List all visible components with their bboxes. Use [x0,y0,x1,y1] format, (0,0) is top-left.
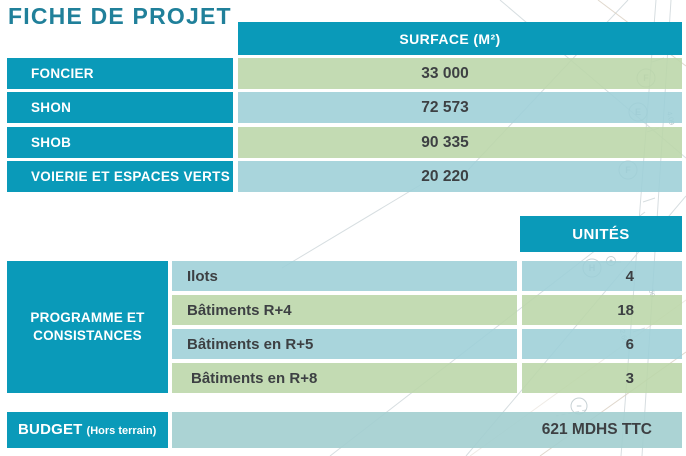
units-row-label-ilots: Ilots [172,261,517,291]
page-title: FICHE DE PROJET [8,3,232,29]
budget-row-value: 621 MDHS TTC [172,412,682,448]
units-row-label-batiments-r5: Bâtiments en R+5 [172,329,517,359]
units-row-value-batiments-r8: 3 [522,363,682,393]
units-column-header-label: UNITÉS [572,225,630,243]
surface-column-header: SURFACE (M²) [238,22,682,55]
units-row-value-batiments-r5: 6 [522,329,682,359]
surface-row-value-shon: 72 573 [238,92,682,123]
surface-row-label-shon: SHON [7,92,233,123]
programme-group-label: PROGRAMME ET CONSISTANCES [7,261,168,393]
budget-row-label: BUDGET (Hors terrain) [7,412,168,448]
units-row-label-batiments-r8: Bâtiments en R+8 [172,363,517,393]
surface-row-value-voierie: 20 220 [238,161,682,192]
units-row-label-batiments-r4: Bâtiments R+4 [172,295,517,325]
units-row-value-batiments-r4: 18 [522,295,682,325]
surface-row-label-foncier: FONCIER [7,58,233,89]
surface-row-label-voierie: VOIERIE ET ESPACES VERTS [7,161,233,192]
plan-marker-letter: − [576,401,581,411]
budget-label: BUDGET [18,421,83,438]
surface-column-header-label: SURFACE (M²) [399,30,501,47]
units-column-header: UNITÉS [520,216,682,252]
svg-text:50: 50 [647,289,655,298]
budget-qualifier: (Hors terrain) [86,425,157,437]
units-row-value-ilots: 4 [522,261,682,291]
surface-row-value-foncier: 33 000 [238,58,682,89]
surface-row-value-shob: 90 335 [238,127,682,158]
surface-row-label-shob: SHOB [7,127,233,158]
